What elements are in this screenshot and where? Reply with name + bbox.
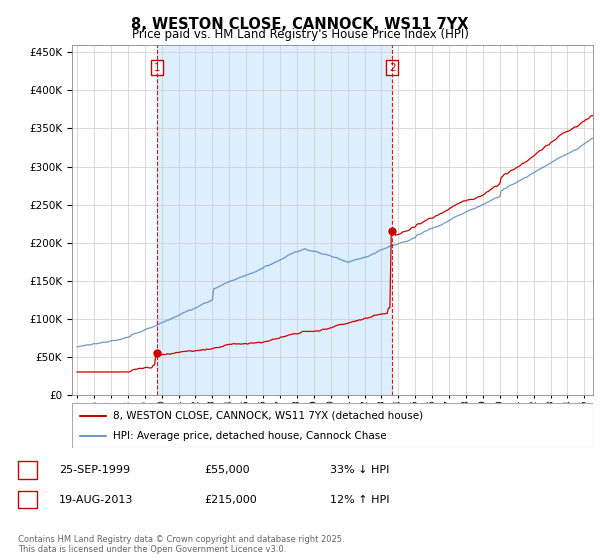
Text: 8, WESTON CLOSE, CANNOCK, WS11 7YX: 8, WESTON CLOSE, CANNOCK, WS11 7YX bbox=[131, 17, 469, 32]
Bar bbox=[157, 45, 392, 395]
Text: 8, WESTON CLOSE, CANNOCK, WS11 7YX (detached house): 8, WESTON CLOSE, CANNOCK, WS11 7YX (deta… bbox=[113, 410, 423, 421]
Text: 25-SEP-1999: 25-SEP-1999 bbox=[59, 465, 130, 475]
Text: 12% ↑ HPI: 12% ↑ HPI bbox=[330, 494, 389, 505]
Text: £215,000: £215,000 bbox=[204, 494, 257, 505]
Text: 33% ↓ HPI: 33% ↓ HPI bbox=[330, 465, 389, 475]
Text: 2: 2 bbox=[24, 493, 31, 506]
Text: 19-AUG-2013: 19-AUG-2013 bbox=[59, 494, 133, 505]
Text: Price paid vs. HM Land Registry's House Price Index (HPI): Price paid vs. HM Land Registry's House … bbox=[131, 28, 469, 41]
Text: 1: 1 bbox=[24, 464, 31, 477]
Text: 1: 1 bbox=[154, 63, 160, 73]
Text: 2: 2 bbox=[389, 63, 395, 73]
Text: Contains HM Land Registry data © Crown copyright and database right 2025.
This d: Contains HM Land Registry data © Crown c… bbox=[18, 535, 344, 554]
Text: £55,000: £55,000 bbox=[204, 465, 250, 475]
Text: HPI: Average price, detached house, Cannock Chase: HPI: Average price, detached house, Cann… bbox=[113, 431, 386, 441]
